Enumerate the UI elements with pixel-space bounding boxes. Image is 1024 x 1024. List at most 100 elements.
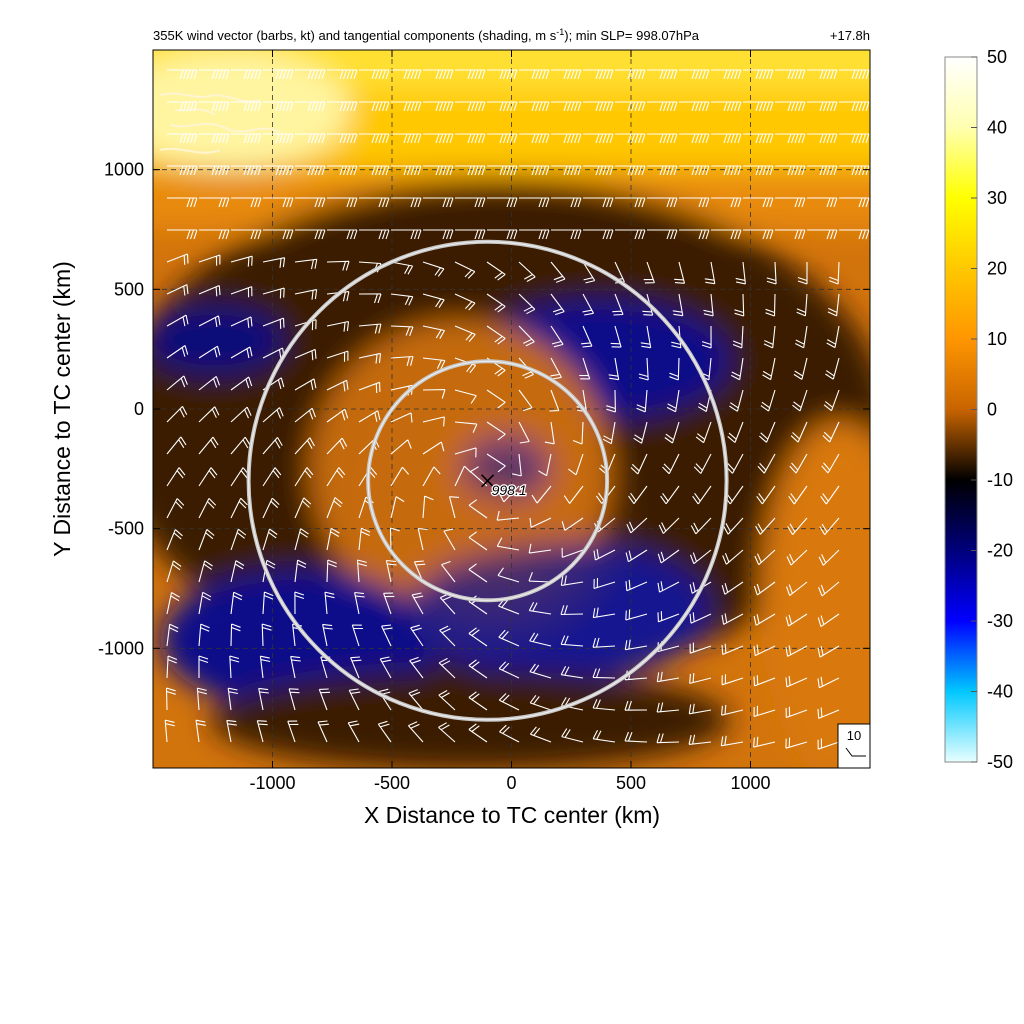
wind-barb bbox=[262, 467, 282, 487]
wind-barb bbox=[326, 497, 343, 519]
wind-barb bbox=[423, 229, 454, 240]
wind-barb bbox=[422, 325, 445, 339]
wind-barb bbox=[262, 437, 283, 455]
wind-barb bbox=[358, 352, 382, 364]
wind-barb bbox=[359, 165, 390, 176]
wind-barb bbox=[230, 255, 253, 267]
wind-barb bbox=[195, 719, 206, 743]
wind-barb bbox=[199, 133, 230, 144]
wind-barb bbox=[356, 559, 368, 583]
wind-barb bbox=[817, 613, 840, 628]
wind-barb bbox=[551, 69, 582, 80]
wind-barb bbox=[262, 257, 286, 268]
wind-barb bbox=[348, 688, 361, 711]
wind-barb bbox=[166, 529, 183, 551]
wind-barb bbox=[422, 466, 441, 487]
wind-barb bbox=[625, 549, 648, 563]
wind-barb bbox=[230, 406, 252, 423]
wind-barb bbox=[166, 655, 178, 679]
wind-barb bbox=[582, 293, 594, 316]
wind-barb bbox=[679, 69, 710, 80]
wind-barb bbox=[385, 559, 397, 583]
wind-barb bbox=[166, 560, 182, 583]
wind-barb bbox=[583, 133, 614, 144]
wind-barb bbox=[263, 101, 294, 112]
wind-barb bbox=[656, 702, 680, 713]
wind-barb bbox=[679, 101, 710, 112]
wind-barb bbox=[519, 229, 550, 240]
wind-barb bbox=[262, 591, 274, 615]
wind-barb bbox=[550, 325, 564, 348]
wind-barb bbox=[231, 165, 262, 176]
colorbar-tick-label: -50 bbox=[987, 752, 1013, 772]
wind-barb bbox=[628, 485, 648, 505]
wind-barb bbox=[592, 730, 616, 743]
wind-barb bbox=[391, 69, 422, 80]
wind-barb bbox=[486, 293, 506, 313]
wind-barb bbox=[568, 453, 584, 476]
wind-barb bbox=[468, 691, 488, 711]
wind-barb bbox=[730, 357, 744, 381]
wind-barb bbox=[358, 410, 381, 423]
wind-barb bbox=[839, 229, 870, 240]
wind-barb bbox=[389, 527, 400, 551]
wind-barb bbox=[294, 591, 305, 615]
wind-barb bbox=[647, 69, 678, 80]
wind-barb bbox=[455, 165, 486, 176]
wind-barb bbox=[390, 293, 414, 306]
wind-barb bbox=[528, 543, 552, 554]
wind-barb bbox=[797, 262, 808, 285]
wind-barb bbox=[166, 406, 188, 423]
wind-barb bbox=[519, 165, 550, 176]
wind-barb bbox=[817, 645, 840, 658]
wind-barb bbox=[689, 612, 712, 624]
wind-barb bbox=[359, 229, 390, 240]
wind-barb bbox=[487, 165, 518, 176]
wind-barb bbox=[606, 389, 616, 413]
wind-barb bbox=[839, 69, 870, 80]
wind-barb bbox=[592, 607, 616, 619]
wind-barb bbox=[757, 453, 776, 474]
wind-barb bbox=[199, 229, 230, 240]
wind-barb bbox=[560, 605, 584, 616]
wind-barb bbox=[753, 675, 776, 687]
wind-barb bbox=[390, 496, 405, 519]
wind-barb bbox=[626, 517, 648, 534]
wind-barb bbox=[468, 627, 488, 647]
wind-barb bbox=[318, 688, 331, 711]
colorbar-tick-label: -20 bbox=[987, 541, 1013, 561]
wind-barb bbox=[198, 498, 217, 519]
wind-barb bbox=[793, 357, 808, 380]
wind-barb bbox=[167, 101, 198, 112]
wind-barb bbox=[711, 101, 742, 112]
wind-barb bbox=[701, 325, 712, 349]
wind-barb bbox=[647, 197, 678, 208]
wind-barb bbox=[785, 613, 808, 627]
wind-barb bbox=[657, 581, 680, 593]
wind-barb bbox=[630, 453, 648, 475]
wind-barb bbox=[261, 623, 272, 647]
wind-barb bbox=[351, 624, 363, 647]
wind-barb bbox=[721, 581, 744, 595]
wind-barb bbox=[688, 703, 712, 715]
wind-barb bbox=[165, 687, 176, 711]
wind-barb bbox=[391, 229, 422, 240]
wind-barb bbox=[377, 720, 392, 743]
colorbar-tick-label: 10 bbox=[987, 329, 1007, 349]
wind-barb bbox=[295, 69, 326, 80]
wind-barb bbox=[455, 197, 486, 208]
wind-barb bbox=[561, 517, 584, 531]
wind-barb bbox=[643, 261, 655, 284]
wind-barb bbox=[486, 389, 506, 409]
wind-barb bbox=[583, 101, 614, 112]
wind-barb bbox=[454, 421, 478, 433]
wind-barb bbox=[166, 314, 189, 327]
wind-barb bbox=[295, 165, 326, 176]
y-tick-label: 500 bbox=[114, 279, 144, 299]
wind-barb bbox=[690, 517, 712, 535]
wind-barb bbox=[583, 69, 614, 80]
wind-barb bbox=[723, 517, 744, 535]
wind-barb bbox=[486, 421, 506, 441]
wind-barb bbox=[551, 101, 582, 112]
wind-barb bbox=[727, 421, 744, 443]
